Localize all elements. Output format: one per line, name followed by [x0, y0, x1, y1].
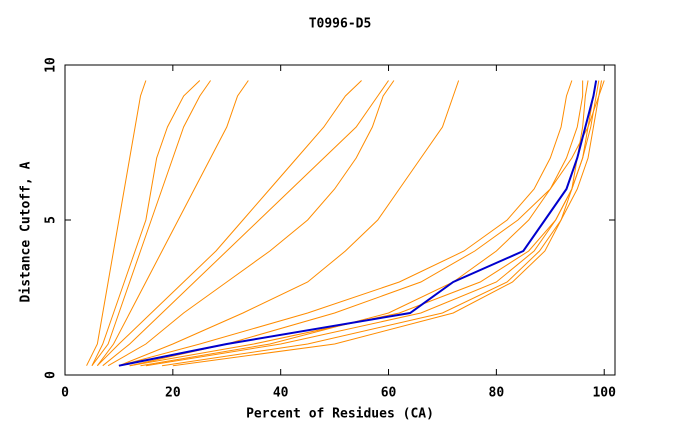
data-line: [145, 80, 600, 367]
y-tick-label: 0: [44, 371, 59, 379]
x-tick-label: 60: [381, 386, 397, 401]
x-tick-label: 20: [165, 386, 181, 401]
chart-title: T0996-D5: [309, 17, 372, 32]
data-line: [118, 80, 573, 367]
y-tick-label: 10: [44, 57, 59, 73]
x-tick-label: 80: [489, 386, 505, 401]
data-line: [91, 80, 201, 366]
x-tick-label: 40: [273, 386, 289, 401]
data-line: [118, 80, 598, 367]
y-tick-label: 5: [44, 216, 59, 224]
data-line: [102, 80, 389, 367]
data-line: [172, 80, 589, 367]
data-line: [96, 80, 249, 366]
data-line: [129, 80, 605, 367]
y-axis-label: Distance Cutoff, A: [19, 161, 34, 302]
data-line: [91, 80, 211, 366]
x-tick-label: 100: [592, 386, 616, 401]
data-line: [86, 80, 147, 366]
x-axis-label: Percent of Residues (CA): [246, 407, 434, 422]
data-line: [96, 80, 362, 367]
data-line: [118, 80, 460, 367]
plot-frame: [64, 64, 616, 376]
data-line: [107, 80, 395, 367]
x-tick-label: 0: [61, 386, 69, 401]
data-line: [140, 80, 584, 367]
